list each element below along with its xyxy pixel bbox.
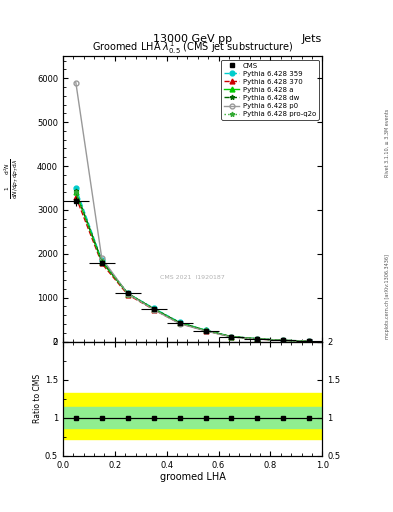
Text: CMS 2021  I1920187: CMS 2021 I1920187 — [160, 275, 225, 280]
Pythia 6.428 dw — [203, 327, 208, 333]
Pythia 6.428 dw — [177, 319, 182, 326]
Pythia 6.428 p0 — [255, 336, 260, 342]
Pythia 6.428 370 — [229, 334, 234, 340]
X-axis label: groomed LHA: groomed LHA — [160, 472, 226, 482]
Pythia 6.428 pro-q2o — [125, 290, 130, 296]
Pythia 6.428 370 — [151, 307, 156, 313]
Pythia 6.428 p0 — [203, 328, 208, 334]
Pythia 6.428 370 — [73, 194, 78, 200]
Pythia 6.428 359 — [281, 337, 286, 344]
Line: Pythia 6.428 370: Pythia 6.428 370 — [73, 195, 312, 344]
Pythia 6.428 dw — [99, 258, 104, 264]
Pythia 6.428 359 — [203, 327, 208, 333]
Line: Pythia 6.428 p0: Pythia 6.428 p0 — [73, 80, 312, 344]
Pythia 6.428 370 — [203, 328, 208, 334]
Pythia 6.428 pro-q2o — [307, 338, 312, 344]
Pythia 6.428 370 — [177, 321, 182, 327]
Pythia 6.428 p0 — [99, 255, 104, 261]
Pythia 6.428 p0 — [229, 334, 234, 340]
Pythia 6.428 370 — [281, 337, 286, 344]
Pythia 6.428 dw — [125, 290, 130, 296]
Pythia 6.428 a — [229, 334, 234, 340]
Pythia 6.428 a — [125, 290, 130, 296]
Pythia 6.428 359 — [125, 290, 130, 296]
Pythia 6.428 pro-q2o — [255, 336, 260, 342]
Pythia 6.428 p0 — [73, 79, 78, 86]
Line: Pythia 6.428 359: Pythia 6.428 359 — [73, 185, 312, 344]
Text: $\frac{1}{\mathrm{d}N/\mathrm{d}p_T}\frac{\mathrm{d}^2N}{\mathrm{d}p_T\mathrm{d}: $\frac{1}{\mathrm{d}N/\mathrm{d}p_T}\fra… — [3, 159, 21, 200]
Pythia 6.428 a — [151, 306, 156, 312]
Pythia 6.428 359 — [229, 333, 234, 339]
Pythia 6.428 dw — [73, 188, 78, 195]
Pythia 6.428 a — [73, 189, 78, 196]
Pythia 6.428 dw — [151, 306, 156, 312]
Pythia 6.428 370 — [99, 261, 104, 267]
Text: 13000 GeV pp: 13000 GeV pp — [153, 33, 232, 44]
Pythia 6.428 pro-q2o — [203, 327, 208, 333]
Pythia 6.428 359 — [255, 336, 260, 342]
Pythia 6.428 370 — [125, 291, 130, 297]
Pythia 6.428 a — [177, 319, 182, 326]
Line: Pythia 6.428 pro-q2o: Pythia 6.428 pro-q2o — [73, 189, 312, 344]
Pythia 6.428 370 — [255, 336, 260, 342]
Pythia 6.428 p0 — [281, 337, 286, 344]
Y-axis label: Ratio to CMS: Ratio to CMS — [33, 374, 42, 423]
Pythia 6.428 p0 — [151, 307, 156, 313]
Pythia 6.428 p0 — [177, 321, 182, 327]
Pythia 6.428 359 — [177, 319, 182, 325]
Line: Pythia 6.428 a: Pythia 6.428 a — [73, 190, 312, 344]
Bar — [63, 407, 322, 428]
Bar — [63, 393, 322, 439]
Legend: CMS, Pythia 6.428 359, Pythia 6.428 370, Pythia 6.428 a, Pythia 6.428 dw, Pythia: CMS, Pythia 6.428 359, Pythia 6.428 370,… — [221, 60, 319, 120]
Pythia 6.428 pro-q2o — [73, 189, 78, 195]
Text: Rivet 3.1.10, ≥ 3.3M events: Rivet 3.1.10, ≥ 3.3M events — [385, 109, 389, 178]
Pythia 6.428 dw — [229, 333, 234, 339]
Pythia 6.428 p0 — [125, 291, 130, 297]
Pythia 6.428 a — [307, 338, 312, 344]
Text: Jets: Jets — [302, 33, 322, 44]
Pythia 6.428 370 — [307, 338, 312, 344]
Pythia 6.428 359 — [307, 338, 312, 344]
Pythia 6.428 a — [255, 336, 260, 342]
Pythia 6.428 pro-q2o — [229, 334, 234, 340]
Pythia 6.428 dw — [281, 337, 286, 344]
Pythia 6.428 dw — [255, 336, 260, 342]
Pythia 6.428 pro-q2o — [281, 337, 286, 344]
Pythia 6.428 pro-q2o — [99, 258, 104, 264]
Pythia 6.428 359 — [151, 305, 156, 311]
Pythia 6.428 dw — [307, 338, 312, 344]
Pythia 6.428 pro-q2o — [177, 319, 182, 326]
Pythia 6.428 359 — [99, 258, 104, 264]
Line: Pythia 6.428 dw: Pythia 6.428 dw — [73, 189, 312, 344]
Pythia 6.428 a — [203, 327, 208, 333]
Pythia 6.428 pro-q2o — [151, 306, 156, 312]
Pythia 6.428 a — [99, 259, 104, 265]
Text: mcplots.cern.ch [arXiv:1306.3436]: mcplots.cern.ch [arXiv:1306.3436] — [385, 254, 389, 339]
Pythia 6.428 359 — [73, 185, 78, 191]
Pythia 6.428 a — [281, 337, 286, 344]
Pythia 6.428 p0 — [307, 338, 312, 344]
Title: Groomed LHA $\lambda^{1}_{0.5}$ (CMS jet substructure): Groomed LHA $\lambda^{1}_{0.5}$ (CMS jet… — [92, 39, 293, 56]
